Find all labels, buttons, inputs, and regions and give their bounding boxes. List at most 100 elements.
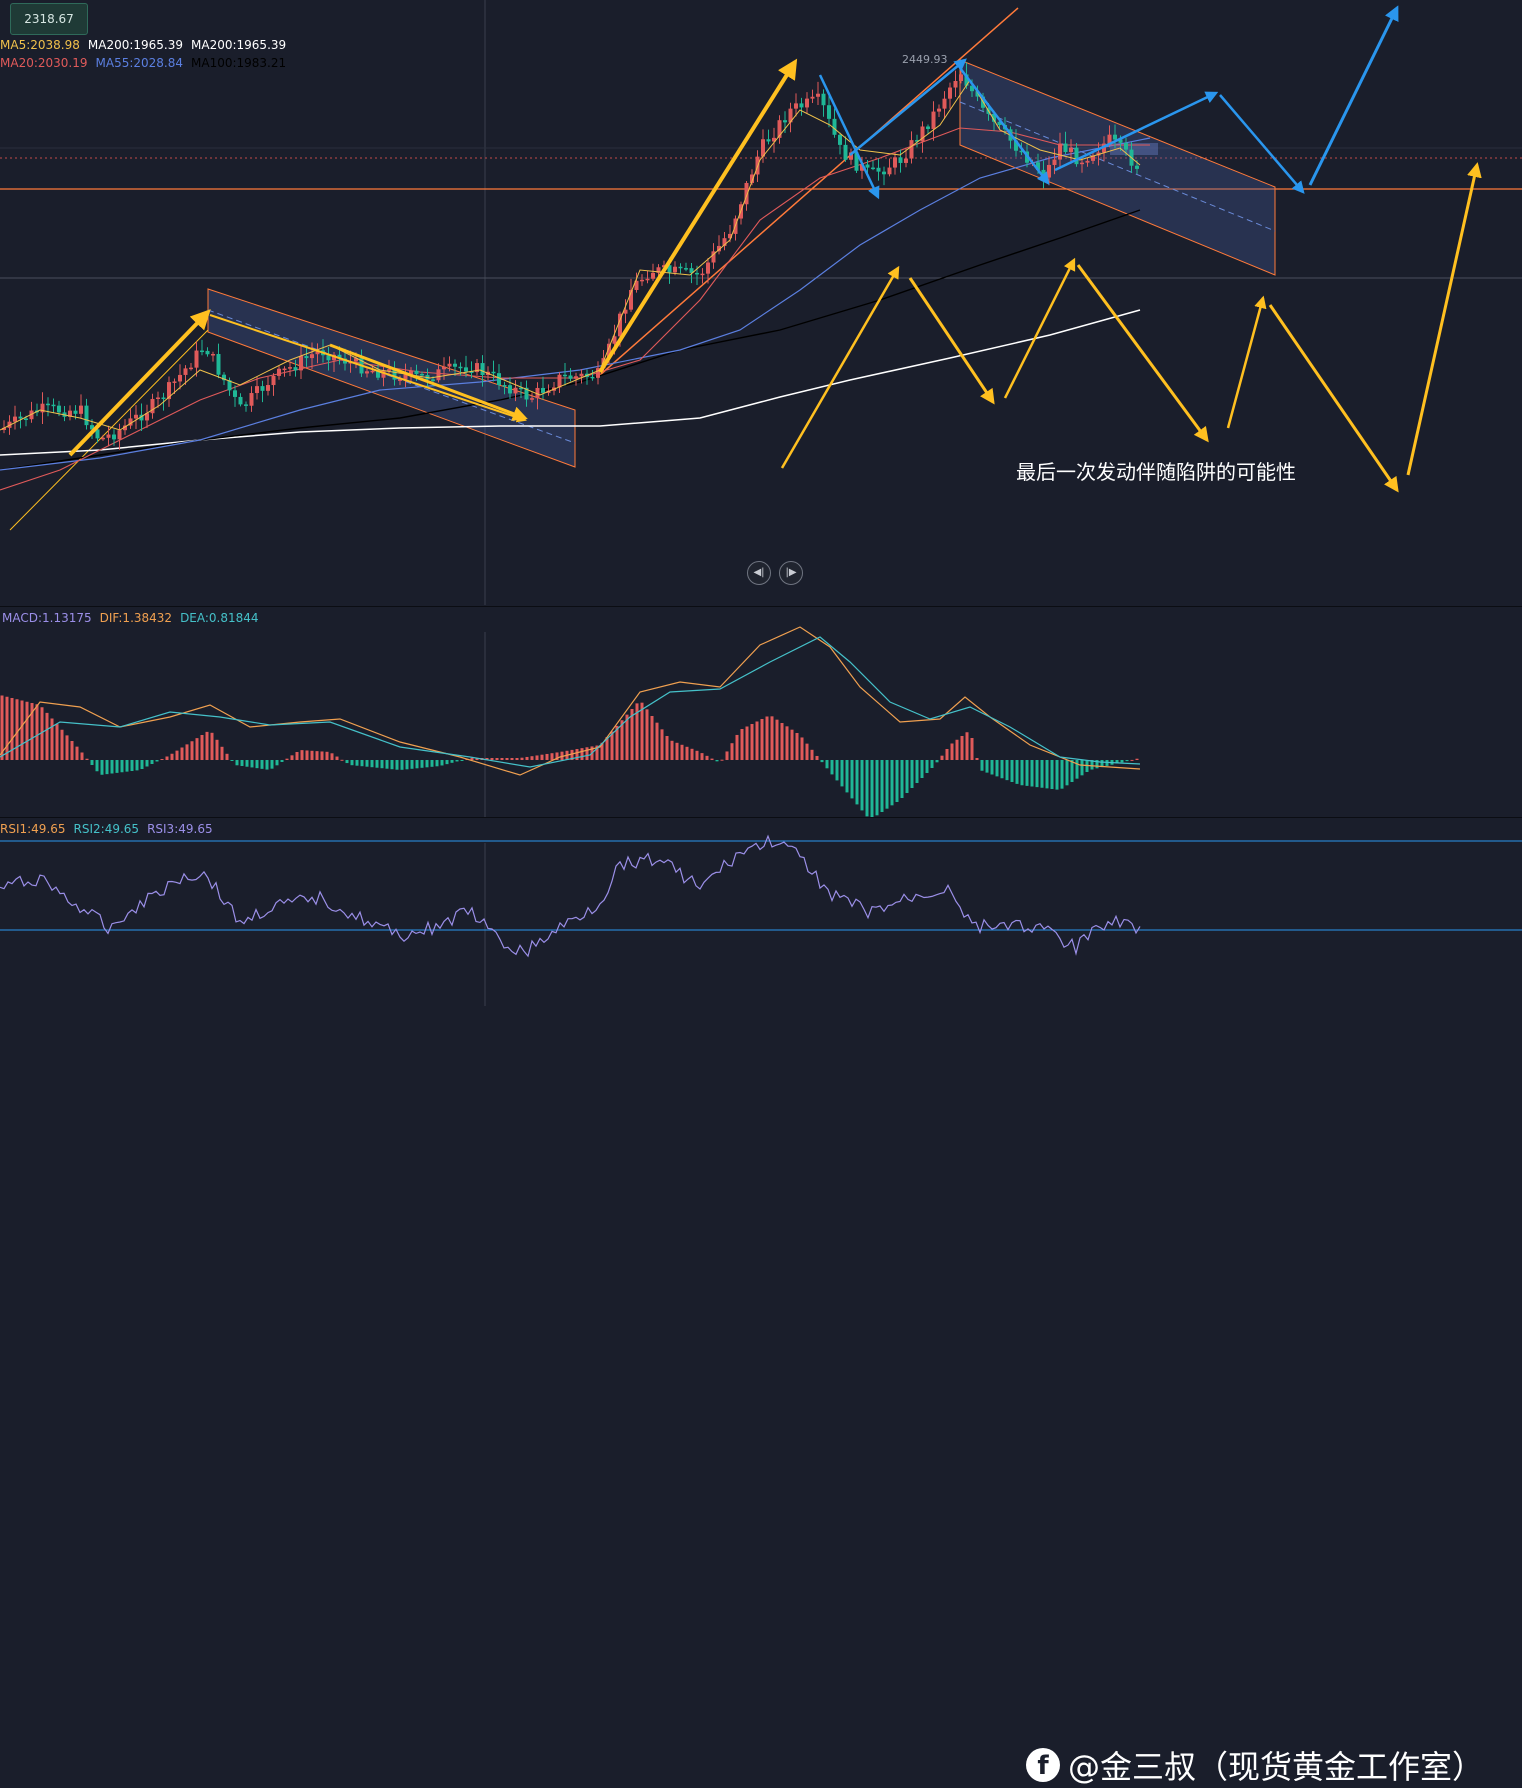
candle-body <box>436 369 441 381</box>
macd-bar <box>905 760 909 793</box>
macd-bar <box>675 742 679 760</box>
macd-bar <box>140 760 144 769</box>
macd-bar <box>450 760 454 763</box>
candle-body <box>24 418 28 421</box>
macd-bar <box>290 755 294 760</box>
macd-bar <box>795 733 799 760</box>
candle-body <box>139 414 144 421</box>
candle-body <box>370 370 375 373</box>
candle-body <box>354 358 358 362</box>
candle-body <box>112 434 116 440</box>
candle-body <box>1091 155 1095 161</box>
macd-bar <box>395 760 399 770</box>
macd-bar <box>555 752 559 760</box>
candle-body <box>959 74 963 82</box>
macd-bar <box>605 737 609 760</box>
candle-body <box>376 370 380 378</box>
candle-body <box>205 350 210 355</box>
candle-body <box>706 262 710 274</box>
candle-body <box>970 85 974 92</box>
macd-bar <box>245 760 249 767</box>
macd-bar <box>400 760 404 770</box>
macd-bar <box>515 758 519 760</box>
macd-bar <box>755 721 759 760</box>
macd-bar <box>975 758 979 760</box>
candle-body <box>480 363 485 376</box>
candle-body <box>689 268 694 273</box>
macd-bar <box>40 707 44 760</box>
macd-bar <box>640 702 644 760</box>
candle-body <box>442 366 446 370</box>
candle-body <box>326 355 331 361</box>
macd-bar <box>425 760 429 768</box>
macd-bar <box>945 749 949 760</box>
candle-body <box>299 356 303 371</box>
candle-body <box>942 98 947 109</box>
candle-body <box>145 413 149 421</box>
macd-bar <box>340 759 344 761</box>
macd-bar <box>540 754 544 760</box>
candle-body <box>497 373 501 386</box>
macd-bar <box>680 744 684 760</box>
candle-body <box>750 174 754 183</box>
legend-item: MACD:1.13175 <box>2 611 92 625</box>
candle-body <box>568 375 573 379</box>
macd-bar <box>900 760 904 798</box>
macd-bar <box>1025 760 1029 786</box>
price-box <box>1110 143 1158 155</box>
candle-body <box>128 418 133 426</box>
macd-bar <box>55 724 59 760</box>
macd-bar <box>990 760 994 775</box>
macd-bar <box>740 729 744 760</box>
macd-bar <box>190 741 194 760</box>
candle-body <box>860 164 864 171</box>
macd-bar <box>535 755 539 760</box>
candle-body <box>612 336 617 344</box>
candle-body <box>1019 150 1024 153</box>
yellow-arrow <box>329 343 528 421</box>
candle-body <box>178 374 182 382</box>
legend-item: MA55:2028.84 <box>95 56 184 70</box>
candle-body <box>667 265 672 273</box>
macd-bar <box>1030 760 1034 787</box>
candle-body <box>315 350 320 355</box>
macd-bar <box>800 737 804 760</box>
macd-bar <box>1005 760 1009 781</box>
macd-bar <box>885 760 889 809</box>
macd-bar <box>650 716 654 760</box>
macd-bar <box>330 753 334 760</box>
macd-pane[interactable]: MACD:1.13175 DIF:1.38432 DEA:0.81844 <box>0 606 1522 817</box>
candle-body <box>464 367 468 372</box>
macd-bar <box>1055 760 1059 790</box>
candle-body <box>695 272 699 275</box>
macd-bar <box>265 760 269 770</box>
macd-bar <box>145 760 149 767</box>
candle-body <box>579 373 584 377</box>
candle-body <box>673 266 677 273</box>
macd-bar <box>295 752 299 760</box>
candle-body <box>233 390 237 397</box>
macd-bar <box>60 729 64 760</box>
macd-bar <box>65 735 69 760</box>
candle-body <box>40 403 45 413</box>
macd-bar <box>485 758 489 760</box>
candle-body <box>871 167 875 170</box>
macd-bar <box>250 760 254 768</box>
macd-bar <box>5 696 9 760</box>
skip-forward-icon[interactable]: |▶ <box>779 561 803 585</box>
macd-bar <box>805 743 809 760</box>
candle-body <box>1118 139 1123 143</box>
macd-bar <box>820 760 824 763</box>
ma5-line <box>0 79 1141 431</box>
macd-bar <box>375 760 379 768</box>
candle-body <box>1058 143 1062 160</box>
yellow-arrow <box>1268 304 1399 493</box>
ma-legend-row-1: MA5:2038.98 MA200:1965.39 MA200:1965.39 <box>0 38 294 52</box>
candle-body <box>563 374 567 377</box>
macd-bar <box>385 760 389 769</box>
macd-bar <box>545 753 549 760</box>
macd-bar <box>725 751 729 760</box>
skip-back-icon[interactable]: ◀| <box>747 561 771 585</box>
rsi-pane[interactable]: RSI1:49.65 RSI2:49.65 RSI3:49.65 f @金三叔（现货… <box>0 817 1522 1786</box>
price-chart-pane[interactable]: 2318.67 MA5:2038.98 MA200:1965.39 MA200:19… <box>0 0 1522 605</box>
